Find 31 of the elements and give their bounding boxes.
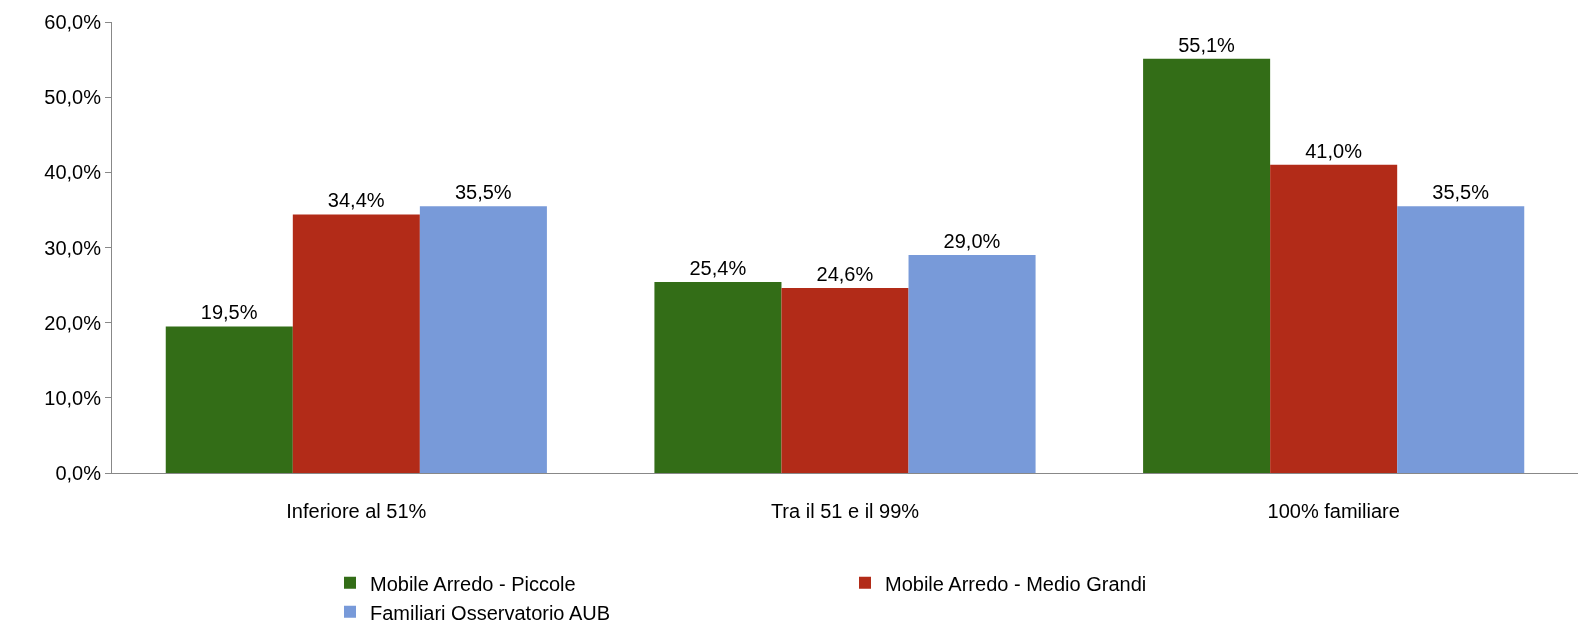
bar [419,206,547,473]
y-tick-label: 10,0% [44,386,102,409]
bar [165,326,293,473]
bar [781,288,909,473]
data-label: 35,5% [1432,181,1490,204]
x-tick-label: Tra il 51 e il 99% [770,500,920,522]
data-label: 29,0% [943,230,1001,253]
y-tick-label: 0,0% [55,462,102,484]
legend-label: Mobile Arredo - Medio Grandi [885,572,1147,595]
y-tick-label: 30,0% [44,236,102,259]
legend-label: Familiari Osservatorio AUB [370,601,611,624]
y-tick-label: 60,0% [44,11,102,33]
data-label: 34,4% [327,189,385,212]
data-label: 24,6% [816,263,874,286]
bar [292,214,420,473]
data-label: 25,4% [689,257,747,280]
data-label: 41,0% [1305,139,1363,162]
bar [1270,164,1398,473]
bar [654,282,782,473]
x-tick-label: 100% familiare [1267,500,1400,522]
bar [908,255,1036,473]
bar [1143,58,1271,473]
data-label: 35,5% [454,181,512,204]
y-tick-label: 50,0% [44,86,102,109]
data-label: 55,1% [1178,33,1236,56]
legend-label: Mobile Arredo - Piccole [370,572,576,595]
y-tick-label: 40,0% [44,161,102,184]
x-tick-label: Inferiore al 51% [286,500,427,522]
data-label: 19,5% [200,301,258,324]
bar [1397,206,1525,473]
y-tick-label: 20,0% [44,311,102,334]
